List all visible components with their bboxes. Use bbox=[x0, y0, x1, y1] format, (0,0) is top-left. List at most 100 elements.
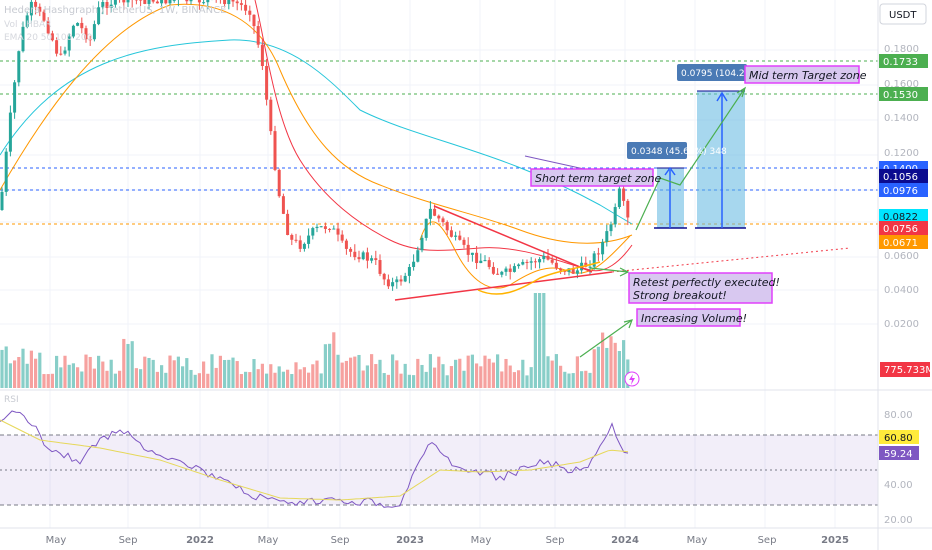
rsi-tick-2: 20.00 bbox=[884, 515, 913, 526]
candle-body-148 bbox=[622, 188, 626, 201]
price-tick-9: 0.1000 bbox=[884, 198, 919, 209]
candle-body-70 bbox=[294, 239, 298, 241]
short-zone-arrowhead bbox=[664, 166, 676, 176]
price-tick-2: 0.1400 bbox=[884, 113, 919, 124]
candle-body-40 bbox=[168, 0, 172, 4]
candle-body-68 bbox=[286, 213, 290, 235]
mid-target-label-box[interactable] bbox=[744, 65, 860, 84]
retest-label-box[interactable] bbox=[628, 272, 773, 304]
volume-bar-130 bbox=[546, 356, 550, 388]
volume-bar-2 bbox=[8, 363, 12, 388]
volume-bar-8 bbox=[34, 358, 38, 388]
volume-bar-67 bbox=[281, 371, 285, 388]
volume-bar-103 bbox=[433, 367, 437, 388]
volume-bar-47 bbox=[197, 373, 201, 388]
volume-bar-41 bbox=[172, 360, 176, 388]
candle-body-87 bbox=[365, 252, 369, 261]
volume-bar-35 bbox=[147, 357, 151, 388]
volume-bar-146 bbox=[613, 342, 617, 388]
volume-bar-144 bbox=[605, 347, 609, 388]
volume-bar-45 bbox=[189, 369, 193, 388]
price-tag-6: 0.0756 bbox=[883, 224, 918, 235]
volume-bar-97 bbox=[407, 374, 411, 388]
candle-body-84 bbox=[353, 251, 357, 258]
candle-body-140 bbox=[588, 266, 592, 268]
candle-body-41 bbox=[172, 0, 176, 1]
volume-bar-136 bbox=[571, 373, 575, 388]
candle-body-131 bbox=[550, 259, 554, 263]
volume-bar-100 bbox=[420, 364, 424, 388]
volume-bar-15 bbox=[63, 355, 67, 388]
short-target-label-box[interactable] bbox=[530, 168, 654, 187]
price-tag-bg-6 bbox=[879, 221, 928, 235]
volume-bar-62 bbox=[260, 363, 264, 388]
candle-body-37 bbox=[155, 1, 159, 4]
candle-body-44 bbox=[185, 0, 189, 2]
volume-bar-6 bbox=[25, 363, 29, 388]
candle-body-80 bbox=[336, 228, 340, 235]
volume-label-box[interactable] bbox=[636, 308, 741, 327]
volume-bar-89 bbox=[374, 364, 378, 388]
volume-bar-107 bbox=[449, 366, 453, 388]
volume-bar-87 bbox=[365, 365, 369, 388]
candle-body-36 bbox=[151, 0, 155, 2]
volume-bar-1 bbox=[4, 346, 8, 388]
volume-bar-90 bbox=[378, 359, 382, 388]
candle-body-3 bbox=[13, 82, 17, 113]
volume-bar-30 bbox=[126, 343, 130, 388]
volume-bar-14 bbox=[59, 367, 63, 388]
candle-body-133 bbox=[559, 268, 563, 271]
price-tag-4: 0.0976 bbox=[883, 186, 918, 197]
candles bbox=[0, 0, 630, 291]
volume-bar-33 bbox=[139, 369, 143, 388]
candle-body-99 bbox=[416, 250, 420, 262]
volume-bar-52 bbox=[218, 355, 222, 388]
triangle-lower-line[interactable] bbox=[394, 271, 613, 301]
candle-body-78 bbox=[328, 228, 332, 230]
candle-body-117 bbox=[491, 266, 495, 274]
volume-bar-42 bbox=[176, 356, 180, 388]
volume-bar-112 bbox=[470, 354, 474, 388]
candle-body-0 bbox=[0, 191, 4, 210]
time-tick-4: Sep bbox=[331, 535, 350, 546]
volume-bar-60 bbox=[252, 359, 256, 388]
candle-body-76 bbox=[319, 226, 323, 228]
volume-bar-59 bbox=[248, 372, 252, 388]
symbol-title: Hedera Hashgraph / TetherUS, 1W, BINANCE bbox=[4, 5, 226, 16]
volume-bar-147 bbox=[617, 351, 621, 388]
mid-target-label: Mid term Target zone bbox=[749, 69, 867, 82]
candle-body-27 bbox=[113, 0, 117, 5]
volume-bar-126 bbox=[529, 367, 533, 388]
candle-body-113 bbox=[475, 252, 479, 264]
candle-body-81 bbox=[340, 234, 344, 241]
candle-body-20 bbox=[84, 28, 88, 40]
triangle-upper-line[interactable] bbox=[433, 205, 593, 273]
bowl-curve bbox=[477, 261, 601, 295]
volume-bar-68 bbox=[286, 369, 290, 388]
candle-body-30 bbox=[126, 0, 130, 3]
volume-bar-129 bbox=[542, 293, 546, 388]
retest-arrow bbox=[589, 267, 629, 273]
candle-body-63 bbox=[265, 66, 269, 100]
candle-body-110 bbox=[462, 239, 466, 245]
volume-bar-109 bbox=[458, 358, 462, 388]
currency-button[interactable] bbox=[879, 3, 927, 25]
volume-bar-76 bbox=[319, 373, 323, 388]
candle-body-12 bbox=[50, 33, 54, 41]
mid-target-zone[interactable] bbox=[697, 91, 745, 228]
candle-body-58 bbox=[244, 4, 248, 11]
candle-body-73 bbox=[307, 235, 311, 244]
volume-bar-79 bbox=[332, 332, 336, 388]
volume-arrow bbox=[579, 319, 633, 358]
volume-bar-83 bbox=[349, 357, 353, 388]
candle-body-139 bbox=[584, 262, 588, 267]
volume-bar-13 bbox=[55, 355, 59, 388]
rsi-ma-line bbox=[0, 419, 629, 501]
volume-bar-20 bbox=[84, 354, 88, 388]
rsi-axis-ticks: 80.00 40.00 20.00 bbox=[884, 410, 913, 526]
volume-bar-69 bbox=[290, 374, 294, 388]
volume-bar-71 bbox=[298, 369, 302, 388]
candle-body-64 bbox=[269, 99, 273, 132]
candle-body-125 bbox=[525, 261, 529, 263]
